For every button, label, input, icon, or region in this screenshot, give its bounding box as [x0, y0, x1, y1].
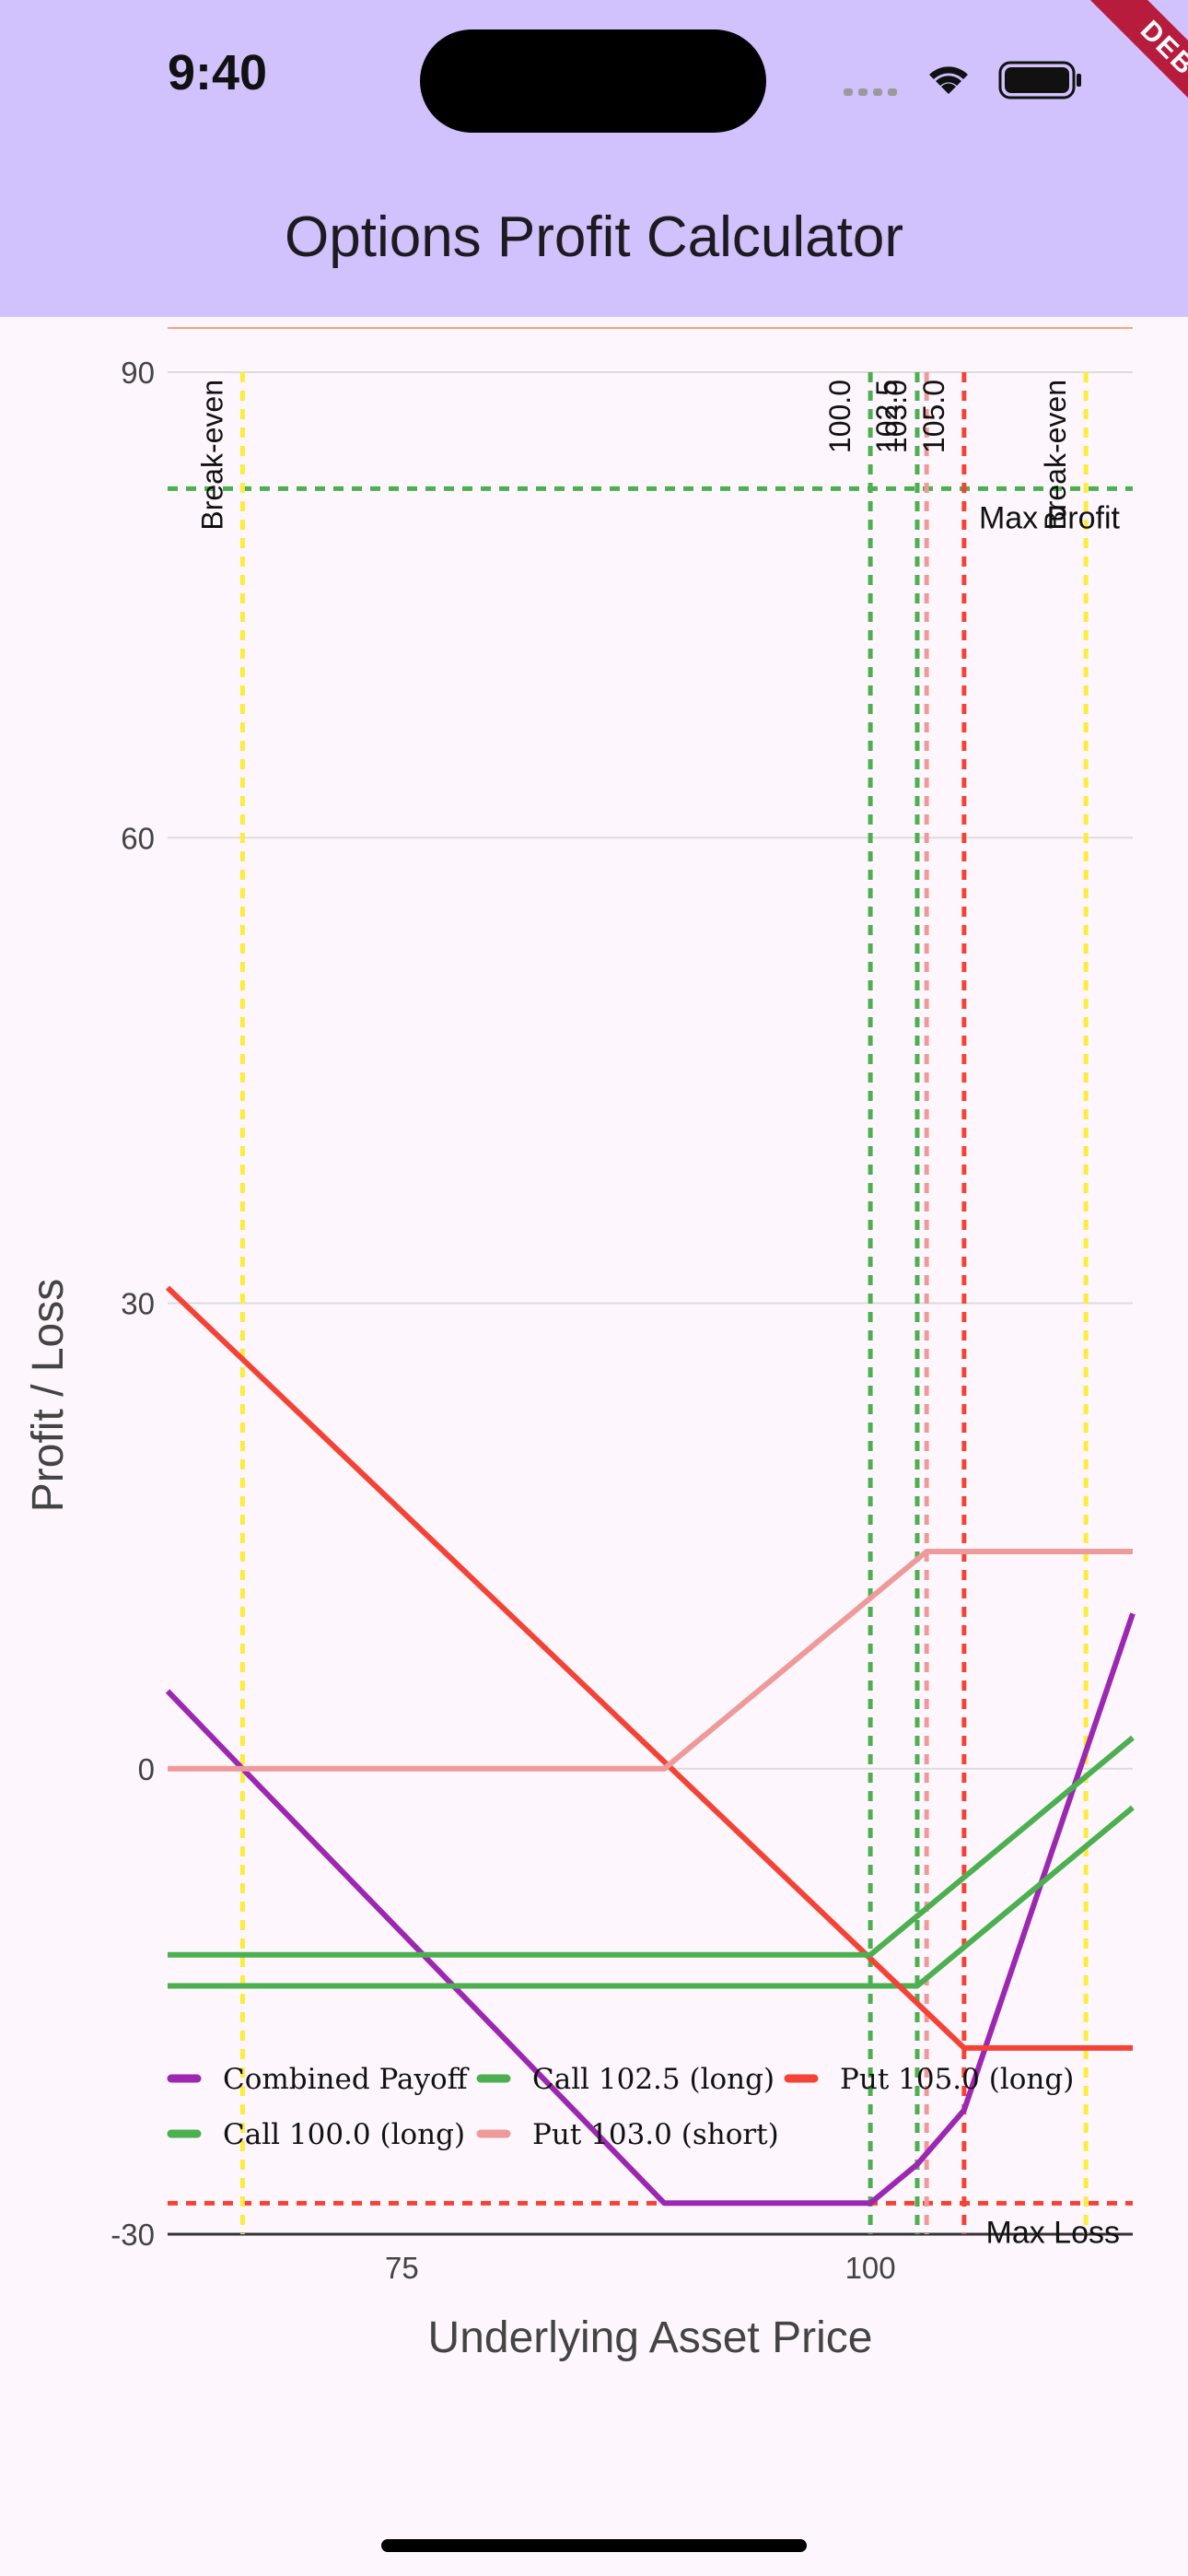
home-indicator: [381, 2539, 807, 2552]
status-bar: 9:40: [0, 0, 1188, 157]
x-tick-label: 75: [385, 2251, 419, 2285]
max-loss-label: Max Loss: [986, 2215, 1121, 2250]
series-line: [168, 1735, 1135, 1958]
legend-item: Call 102.5 (long): [532, 2063, 775, 2096]
legend-item: Put 105.0 (long): [840, 2063, 1074, 2096]
y-tick-label: 30: [121, 1287, 155, 1321]
series-line: [168, 1805, 1135, 1989]
y-axis-label: Profit / Loss: [24, 1279, 73, 1512]
payoff-chart: -30 0 30 60 90 75 100 Underlying Asset Price Pro…: [24, 327, 1136, 2362]
page-title: Options Profit Calculator: [285, 205, 903, 269]
series-line: [165, 1285, 1133, 2051]
break-even-label: Break-even: [1039, 380, 1072, 531]
max-profit-label: Max Profit: [979, 500, 1121, 535]
series-line: [168, 1549, 1133, 1772]
break-even-label: Break-even: [195, 380, 228, 531]
cellular-signal-icon: [844, 88, 897, 96]
y-tick-label: -30: [111, 2218, 155, 2252]
legend-item: Combined Payoff: [223, 2063, 470, 2096]
y-tick-label: 0: [138, 1752, 155, 1786]
legend-item: Call 100.0 (long): [223, 2118, 465, 2151]
legend-item: Put 103.0 (short): [532, 2118, 779, 2151]
strike-label: 105.0: [917, 380, 950, 453]
strike-label: 100.0: [823, 380, 856, 453]
x-tick-label: 100: [845, 2251, 896, 2285]
x-axis-label: Underlying Asset Price: [428, 2313, 873, 2362]
y-tick-label: 60: [121, 821, 155, 855]
dynamic-island: [420, 29, 766, 133]
status-icons: [844, 61, 1081, 100]
debug-banner: DEBUG: [1013, 0, 1188, 175]
strike-label: 102.5: [870, 380, 903, 453]
debug-banner-label: DEBUG: [1071, 0, 1188, 175]
strike-label: 103.0: [879, 380, 913, 453]
y-tick-label: 90: [121, 356, 155, 390]
status-time: 9:40: [168, 45, 268, 100]
series-line: [165, 1612, 1136, 2207]
battery-icon: [998, 61, 1081, 100]
wifi-icon: [929, 66, 968, 94]
app-bar: [0, 157, 1188, 317]
